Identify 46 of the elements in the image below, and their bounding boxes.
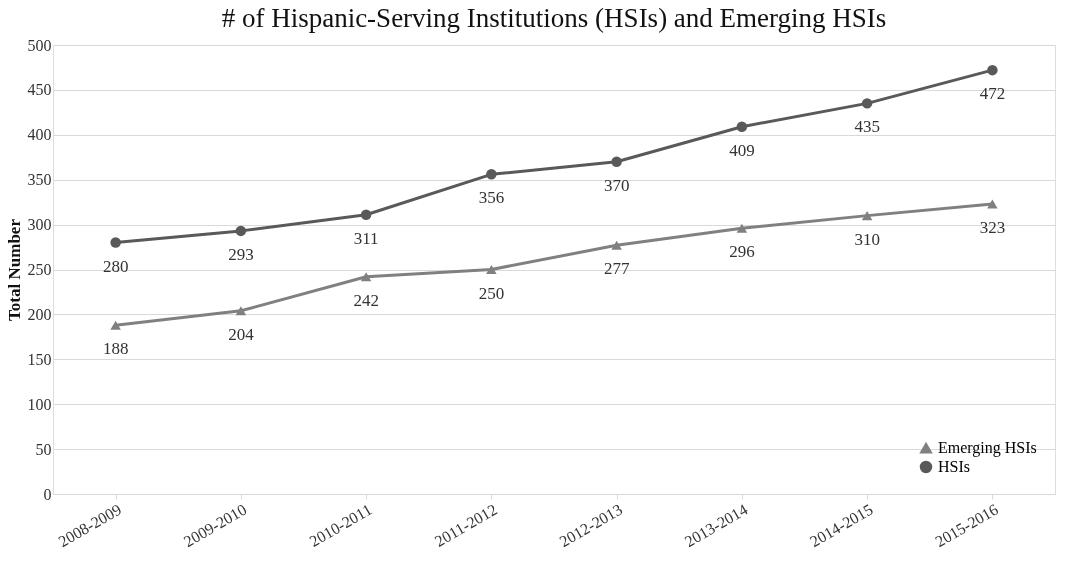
y-tick-label: 250 <box>27 261 52 278</box>
data-label: 356 <box>478 188 505 208</box>
legend-label: Emerging HSIs <box>938 439 1037 457</box>
point <box>360 272 372 282</box>
y-tick-label: 500 <box>27 36 52 54</box>
data-label: 280 <box>102 256 129 276</box>
data-label: 293 <box>228 244 254 264</box>
data-label: 242 <box>353 290 379 310</box>
data-label: 311 <box>353 228 379 248</box>
y-tick-label: 400 <box>27 126 52 144</box>
data-label: 296 <box>729 242 755 262</box>
point <box>736 223 748 233</box>
point <box>611 156 622 167</box>
y-tick-label: 450 <box>27 81 52 99</box>
y-tick-label: 350 <box>27 171 52 189</box>
y-tick-label: 200 <box>27 305 52 323</box>
data-label: 409 <box>729 140 755 160</box>
y-tick-label: 300 <box>27 216 52 234</box>
point <box>110 320 121 330</box>
data-label: 277 <box>603 259 630 279</box>
point <box>486 264 497 275</box>
point <box>861 98 873 109</box>
y-axis-title: Total Number <box>4 218 24 321</box>
data-label: 323 <box>979 217 1006 237</box>
point <box>611 240 622 250</box>
data-label: 310 <box>854 229 880 249</box>
data-label: 435 <box>854 117 880 137</box>
chart-title: # of Hispanic-Serving Institutions (HSIs) and Emerging HSIs <box>221 3 887 33</box>
y-tick-label: 150 <box>27 350 52 368</box>
y-tick-label: 50 <box>35 440 52 458</box>
point <box>360 209 372 220</box>
point <box>486 169 497 180</box>
point <box>235 225 247 237</box>
y-tick-label: 100 <box>27 395 52 413</box>
point <box>736 121 748 132</box>
point <box>235 306 247 316</box>
point <box>861 211 873 221</box>
y-tick-label: 0 <box>43 485 52 503</box>
point <box>987 64 998 76</box>
data-label: 250 <box>478 283 505 303</box>
data-label: 204 <box>228 324 255 344</box>
point <box>110 237 121 248</box>
data-label: 472 <box>979 84 1006 104</box>
data-label: 370 <box>603 175 630 195</box>
legend-label: HSIs <box>938 458 971 475</box>
data-label: 188 <box>102 339 129 359</box>
